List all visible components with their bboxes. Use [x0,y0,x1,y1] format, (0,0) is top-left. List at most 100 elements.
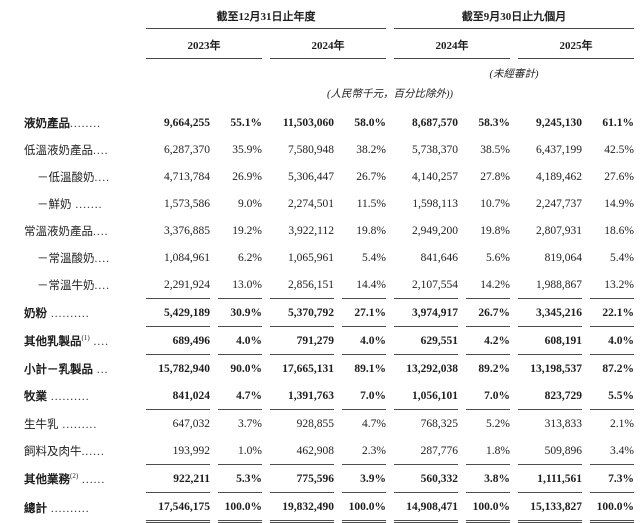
row-percent: 27.8% [480,170,510,183]
row-value: 3,922,112 [288,224,334,237]
row-label-cell: 奶粉 .......... [24,299,138,327]
row-value: 8,687,570 [412,116,458,129]
row-value: 5,738,370 [412,143,458,156]
table-row: 其他業務(2) ...... 922,211 5.3% 775,596 3.9%… [24,465,634,493]
row-value: 841,646 [420,251,458,264]
row-value: 775,596 [270,465,334,493]
header-spacer [24,6,138,29]
row-value: 2,107,554 [394,271,458,299]
row-percent: 87.2% [602,362,634,375]
row-percent: 61.1% [602,116,634,129]
row-value: 928,855 [296,417,334,430]
row-value: 2,856,151 [270,271,334,299]
row-value: 1,598,113 [412,197,458,210]
row-percent: 26.7% [356,170,386,183]
row-value: 1,391,763 [270,382,334,410]
table-row: 飼料及肉牛...... 193,992 1.0% 462,908 2.3% 28… [24,437,634,465]
row-label: 奶粉 [24,308,47,320]
row-label: －常溫酸奶 [37,252,95,265]
row-value: 11,503,060 [282,116,334,129]
table-row: 總計 .......... 17,546,175 100.0% 19,832,4… [24,493,634,523]
row-percent: 58.3% [478,116,510,129]
row-percent: 5.4% [610,251,634,264]
leader-dots: .......... [47,308,90,320]
row-percent: 26.9% [232,170,262,183]
unaudited-note-row: (未經審計) [24,59,634,81]
row-value: 7,580,948 [288,143,334,156]
row-value: 462,908 [270,437,334,465]
row-label-cell: 牧業 .......... [24,382,138,410]
row-percent: 3.8% [466,465,510,493]
row-percent: 18.6% [604,224,634,237]
row-label: 飼料及肉牛 [24,446,82,458]
row-value: 819,064 [544,251,582,264]
row-label: 低溫液奶產品 [24,144,93,157]
row-percent: 4.2% [466,327,510,355]
row-value: 14,908,471 [394,493,458,523]
row-percent: 13.2% [590,271,634,299]
table-row: －常溫牛奶.... 2,291,924 13.0% 2,856,151 14.4… [24,271,634,299]
row-value: 13,292,038 [406,362,458,375]
year-header-2025-9m: 2025年 [518,29,634,59]
row-value: 2,807,931 [536,224,582,237]
row-value: 1,056,101 [394,382,458,410]
row-percent: 100.0% [342,493,386,523]
row-label: －低溫酸奶 [37,171,95,184]
row-percent: 58.0% [354,116,386,129]
table-row: 低溫液奶產品.... 6,287,370 35.9% 7,580,948 38.… [24,136,634,163]
row-percent: 10.7% [480,197,510,210]
row-value: 9,245,130 [536,116,582,129]
row-value: 791,279 [270,327,334,355]
row-percent: 22.1% [590,299,634,327]
row-value: 3,376,885 [164,224,210,237]
row-value: 689,496 [146,327,210,355]
row-percent: 2.1% [610,417,634,430]
row-percent: 27.6% [604,170,634,183]
header-spacer [24,59,386,81]
row-value: 5,306,447 [288,170,334,183]
year-header-row: 2023年 2024年 2024年 2025年 [24,29,634,59]
row-percent: 27.1% [342,299,386,327]
row-percent: 4.0% [590,327,634,355]
row-value: 1,573,586 [164,197,210,210]
row-percent: 6.2% [238,251,262,264]
row-value: 6,287,370 [164,143,210,156]
row-percent: 26.7% [466,299,510,327]
table-row: 其他乳製品(1) .... 689,496 4.0% 791,279 4.0% … [24,327,634,355]
row-percent: 42.5% [604,143,634,156]
row-percent: 5.6% [486,251,510,264]
row-percent: 19.2% [232,224,262,237]
row-percent: 1.8% [466,437,510,465]
row-percent: 3.9% [342,465,386,493]
leader-dots: ...... [78,474,106,486]
row-value: 768,325 [420,417,458,430]
table-row: －常溫酸奶.... 1,084,961 6.2% 1,065,961 5.4% … [24,244,634,271]
year-header-2023: 2023年 [146,29,262,59]
row-label-cell: 其他乳製品(1) .... [24,327,138,355]
row-percent: 100.0% [590,493,634,523]
leader-dots: ....... [71,198,103,211]
row-value: 3,974,917 [394,299,458,327]
leader-dots: .... [94,171,110,184]
leader-dots: .... [93,144,109,157]
row-value: 15,133,827 [518,493,582,523]
row-value: 2,291,924 [146,271,210,299]
row-label-cell: －低溫酸奶.... [24,163,138,190]
row-label-cell: 常溫液奶產品.... [24,217,138,244]
row-percent: 4.7% [218,382,262,410]
table-row: 生牛乳 ......... 647,032 3.7% 928,855 4.7% … [24,410,634,437]
row-value: 922,211 [146,465,210,493]
row-label: 其他乳製品 [24,336,82,348]
row-value: 17,546,175 [146,493,210,523]
leader-dots: ... [93,363,109,376]
period-group-row: 截至12月31日止年度 截至9月30日止九個月 [24,6,634,29]
row-percent: 9.0% [238,197,262,210]
row-label: 總計 [24,503,47,515]
row-value: 629,551 [394,327,458,355]
row-percent: 100.0% [466,493,510,523]
row-label-cell: 飼料及肉牛...... [24,437,138,465]
row-percent: 5.5% [590,382,634,410]
table-row: －低溫酸奶.... 4,713,784 26.9% 5,306,447 26.7… [24,163,634,190]
row-percent: 11.5% [356,197,386,210]
leader-dots: .......... [47,391,90,403]
